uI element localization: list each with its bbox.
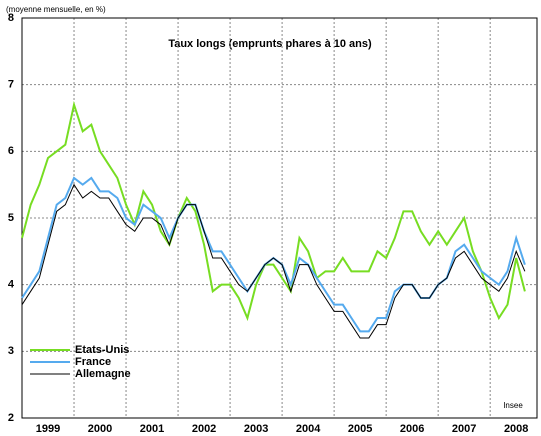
legend-label: Allemagne xyxy=(75,368,131,380)
x-tick-label: 2005 xyxy=(348,423,372,435)
y-tick-label: 4 xyxy=(8,279,15,291)
x-tick-label: 2004 xyxy=(296,423,321,435)
legend-label: France xyxy=(75,356,111,368)
chart-subtitle: (moyenne mensuelle, en %) xyxy=(6,5,106,14)
annotation: Insee xyxy=(503,401,523,410)
chart-title: Taux longs (emprunts phares à 10 ans) xyxy=(168,38,372,50)
x-tick-label: 2002 xyxy=(192,423,216,435)
y-tick-label: 5 xyxy=(8,212,14,224)
series-line xyxy=(21,183,526,339)
plot-frame xyxy=(21,17,538,419)
y-tick-label: 2 xyxy=(8,412,14,424)
x-tick-label: 2001 xyxy=(140,423,164,435)
x-tick-label: 2008 xyxy=(504,423,528,435)
x-tick-label: 2007 xyxy=(452,423,476,435)
y-tick-label: 8 xyxy=(8,12,14,24)
series-line xyxy=(21,100,526,322)
y-tick-label: 3 xyxy=(8,345,14,357)
x-tick-label: 2003 xyxy=(244,423,268,435)
y-tick-label: 7 xyxy=(8,79,14,91)
legend-label: Etats-Unis xyxy=(75,344,129,356)
x-tick-label: 2000 xyxy=(88,423,112,435)
x-tick-label: 2006 xyxy=(400,423,424,435)
series-line xyxy=(21,176,526,333)
x-tick-label: 1999 xyxy=(36,423,60,435)
y-tick-label: 6 xyxy=(8,145,14,157)
